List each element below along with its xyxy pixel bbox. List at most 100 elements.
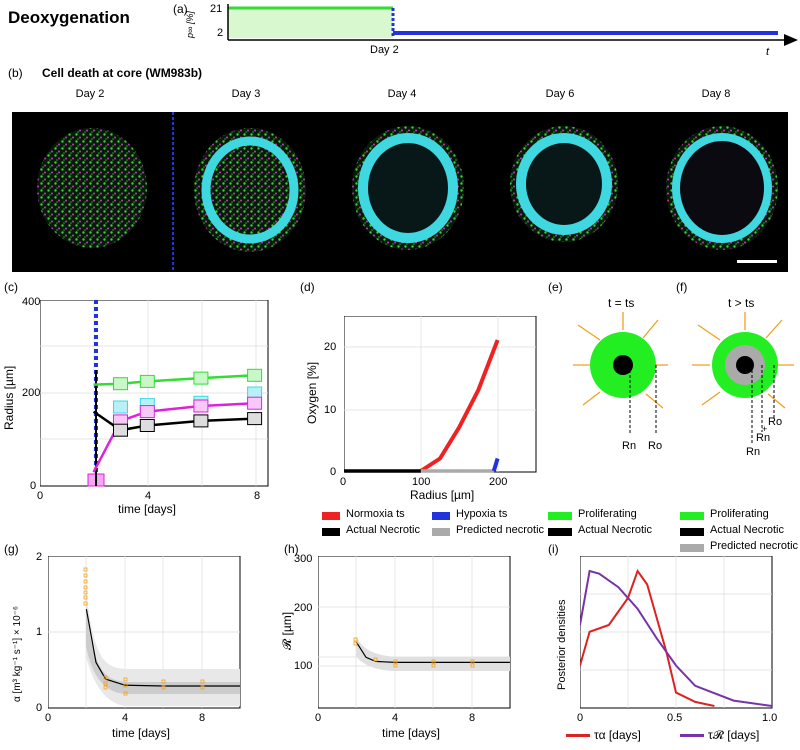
panel-g-label: (g) [4,542,19,556]
c-ytick-400: 400 [22,296,41,308]
legend-predicted: Predicted necrotic [456,524,545,536]
panel-b-label: (b) [8,66,23,80]
legend-actual-swatch [322,528,340,536]
d-ytick-20: 20 [324,341,337,353]
c-xtick-4: 4 [145,490,152,502]
necrotic-core [613,355,633,375]
g-ytick-0: 0 [36,702,43,714]
timeline-day2: Day 2 [370,44,399,56]
legend-predicted-swatch [432,528,450,536]
oxygen-arrows-icon [573,312,668,409]
panel-h-label: (h) [284,542,299,556]
d-xlabel: Radius [µm] [410,488,475,502]
e-legend-necrotic-swatch [548,528,572,536]
c-xtick-8: 8 [254,490,261,502]
g-xlabel: time [days] [112,726,171,740]
data-points [353,637,475,668]
spheroid-images [37,112,778,272]
f-legend-necrotic: Actual Necrotic [710,524,784,536]
box-marker [193,399,209,413]
box-marker [193,414,209,428]
e-ro-label: Ro [648,440,663,452]
f-legend-predicted: Predicted necrotic [710,540,799,552]
d-ytick-10: 10 [324,404,337,416]
day-label-3: Day 3 [231,88,261,100]
box-marker [247,368,263,382]
d-ytick-0: 0 [330,466,337,478]
f-legend-prolif-swatch [680,512,704,520]
box-marker [113,377,128,391]
timeline-arrow-icon [784,34,798,46]
panel-d-label: (d) [300,280,315,294]
h-xtick-8: 8 [469,712,476,724]
e-legend-prolif: Proliferating [578,508,637,520]
legend-hypoxia-swatch [432,512,450,520]
posterior-chart [580,556,773,709]
cyan-ring-day3 [201,136,299,244]
legend-tau-alpha-swatch [566,734,590,737]
d-xtick-100: 100 [412,476,431,488]
credible-band-outer [86,586,240,706]
oxygen-arrows-icon [692,312,794,409]
box-marker [247,412,263,426]
legend-normoxia-swatch [322,512,340,520]
diagram-e [573,312,668,435]
box-marker [193,371,209,385]
i-xtick-1: 1.0 [762,712,778,724]
tau-alpha-curve [580,568,715,707]
necrotic-core [736,356,754,374]
timeline-t: t [766,46,770,58]
box-marker [113,423,128,437]
grid [580,556,772,708]
h-xtick-4: 4 [392,712,399,724]
legend-actual: Actual Necrotic [346,524,420,536]
timeline-ytick-21: 21 [210,3,223,15]
g-xtick-8: 8 [199,712,206,724]
box-marker [247,396,263,410]
box-marker [113,400,128,414]
g-ytick-2: 2 [36,551,43,563]
box-marker [139,419,155,432]
c-xtick-0: 0 [37,490,44,502]
f-legend-predicted-swatch [680,544,704,552]
h-ytick-200: 200 [294,602,313,614]
timeline-ytick-2: 2 [217,27,224,39]
panel-f-label: (f) [676,280,688,294]
e-legend-necrotic: Actual Necrotic [578,524,652,536]
h-ytick-300: 300 [294,553,313,565]
cyan-ring-day4 [358,133,458,243]
spheroid-day2 [37,128,147,248]
f-plus-sign: + [762,424,768,434]
f-legend-necrotic-swatch [680,528,704,536]
scale-bar [737,260,777,263]
diagram-f [692,312,794,445]
box-marker [139,405,155,419]
panel-c-label: (c) [4,280,18,294]
panel-e-title: t = ts [608,296,635,310]
normoxia-curve [419,339,500,473]
timeline-ylabel: p∞ [%] [185,11,195,38]
f-ro-label: Ro [768,416,783,428]
legend-tau-r: τ𝓡 [days] [708,728,760,742]
d-xtick-200: 200 [489,476,508,488]
plot-frame [318,556,511,709]
legend-tau-alpha: τα [days] [594,728,641,742]
g-xtick-0: 0 [45,712,52,724]
tau-r-curve [580,569,773,707]
plot-frame [344,316,537,473]
d-ylabel: Oxygen [%] [305,361,319,424]
oxygen-chart [344,316,537,473]
alpha-chart [48,556,241,709]
legend-normoxia: Normoxia ts [346,508,405,520]
oxygen-timeline [227,4,798,46]
panel-i-label: (i) [548,542,559,556]
e-rn-label: Rn [622,440,637,452]
cyan-ring-day8 [672,133,772,243]
day-label-6: Day 6 [545,88,575,100]
g-ytick-1: 1 [36,626,43,638]
credible-band-inner [86,606,240,694]
spheroid-day3 [194,128,306,252]
d-xtick-0: 0 [340,476,347,488]
day-label-4: Day 4 [387,88,417,100]
h-ytick-100: 100 [294,660,313,672]
